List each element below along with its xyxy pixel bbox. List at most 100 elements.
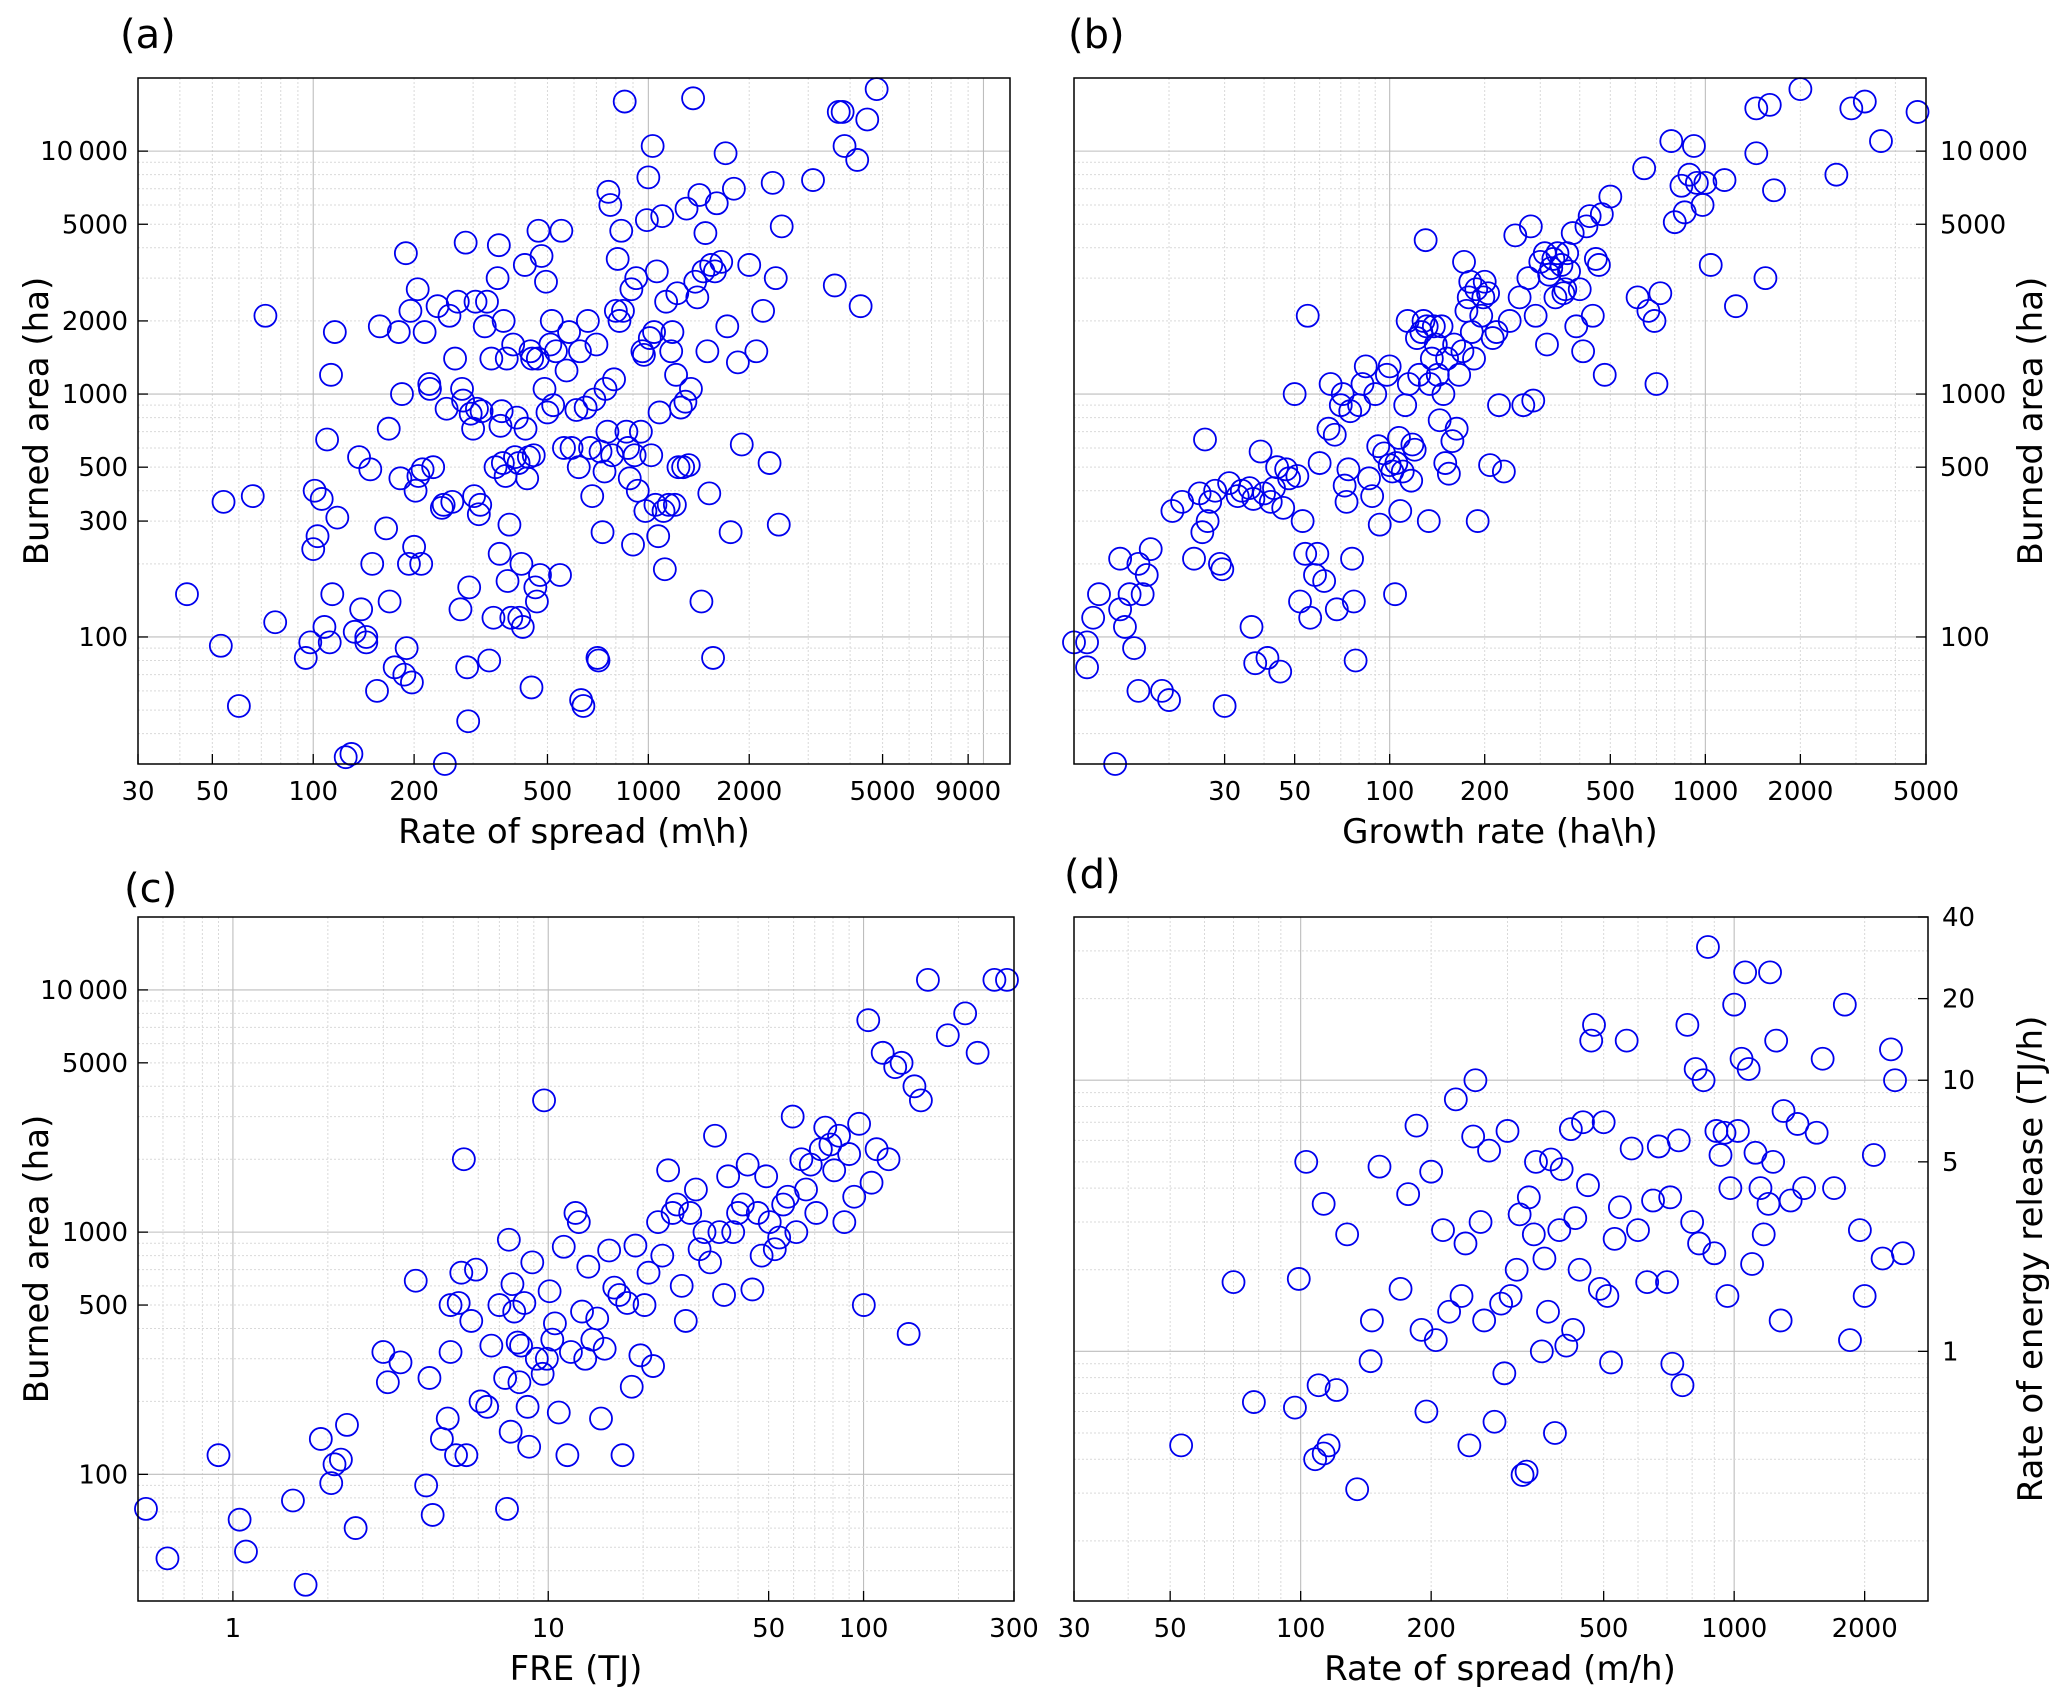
panel-b-point bbox=[1677, 162, 1702, 187]
panel-c-point bbox=[837, 1142, 862, 1166]
panel-d-point bbox=[1582, 1012, 1606, 1037]
panel-a-point bbox=[659, 339, 684, 364]
panel-a-point bbox=[695, 339, 720, 364]
panel-d-point bbox=[1696, 935, 1720, 959]
panel-d-point bbox=[1704, 1119, 1729, 1143]
panel-c-point bbox=[417, 1366, 442, 1390]
panel-c-point bbox=[780, 1104, 805, 1129]
panel-b-point bbox=[1625, 285, 1650, 310]
panel-b-point bbox=[1170, 489, 1194, 514]
panel-a-point bbox=[240, 484, 265, 509]
panel-c-point bbox=[468, 1389, 493, 1414]
panel-b-point bbox=[1662, 210, 1687, 235]
panel-d-point bbox=[1532, 1246, 1557, 1271]
panel-d-point bbox=[1847, 1218, 1872, 1243]
panel-d-point bbox=[1437, 1299, 1462, 1324]
panel-b-xtick-label: 100 bbox=[1365, 777, 1415, 807]
panel-b-point bbox=[1134, 563, 1159, 587]
panel-d-point bbox=[1712, 1120, 1737, 1145]
panel-d-point bbox=[1660, 1351, 1685, 1376]
panel-a-point bbox=[848, 294, 873, 319]
panel-d-point bbox=[1883, 1068, 1907, 1093]
panel-c-point bbox=[842, 1184, 867, 1209]
panel-c-point bbox=[540, 1327, 565, 1352]
panel-b-point bbox=[1682, 134, 1706, 158]
panel-c-point bbox=[749, 1243, 774, 1268]
panel-a-point bbox=[697, 481, 722, 506]
panel-b-point bbox=[1416, 509, 1441, 533]
panel-a-xtick-label: 5000 bbox=[849, 777, 915, 807]
panel-c-ytick-label: 5000 bbox=[62, 1049, 128, 1079]
panel-d-ylabel: Rate of energy release (TJ/h) bbox=[2011, 1016, 2051, 1503]
panel-a-point bbox=[715, 314, 740, 339]
panel-a-point bbox=[450, 377, 474, 401]
panel-d-letter: (d) bbox=[1064, 852, 1121, 898]
panel-c-point bbox=[721, 1220, 746, 1245]
panel-b-point bbox=[1305, 541, 1330, 566]
panel-a-point bbox=[458, 401, 483, 426]
panel-b-ytick-label: 1000 bbox=[1940, 380, 2006, 410]
panel-c-point bbox=[813, 1115, 838, 1140]
panel-a-point bbox=[564, 398, 589, 422]
panel-a-point bbox=[532, 377, 557, 401]
panel-c-point bbox=[420, 1503, 445, 1527]
panel-b-point bbox=[1203, 478, 1228, 503]
panel-a: (a) 30 50 100 200 500 1000 2000 5000 9000 100 300 5… bbox=[17, 12, 1011, 852]
panel-d-point bbox=[1733, 960, 1758, 985]
panel-b-point bbox=[1198, 489, 1223, 514]
panel-b-point bbox=[1312, 569, 1337, 593]
panel-c-point bbox=[995, 967, 1019, 992]
panel-b-point bbox=[1341, 589, 1366, 614]
panel-c-point bbox=[847, 1111, 872, 1136]
panel-c-point bbox=[449, 1260, 474, 1285]
panel-a-point bbox=[552, 436, 576, 460]
panel-d: (d) 30 50 100 200 500 1000 2000 1 5 10 20 40 Rate o… bbox=[1057, 852, 2051, 1689]
panel-c-point bbox=[678, 1201, 703, 1225]
panel-a-point bbox=[729, 432, 754, 457]
panel-c-point bbox=[592, 1336, 617, 1361]
panel-c-point bbox=[524, 1346, 549, 1371]
panel-a-point bbox=[673, 389, 698, 414]
panel-c-point bbox=[745, 1201, 770, 1225]
panel-d-xlabel: Rate of spread (m/h) bbox=[1324, 1649, 1676, 1689]
panel-a-point bbox=[488, 413, 513, 438]
panel-b-point bbox=[1340, 546, 1364, 571]
panel-a-point bbox=[512, 253, 537, 277]
panel-a-point bbox=[398, 298, 423, 323]
panel-a-point bbox=[226, 694, 251, 718]
panel-d-point bbox=[1492, 1361, 1517, 1386]
panel-b-point bbox=[1484, 320, 1509, 344]
panel-a-point bbox=[689, 589, 714, 614]
panel-a-point bbox=[625, 478, 650, 503]
panel-b-point bbox=[1564, 314, 1589, 339]
panel-b-point bbox=[1684, 170, 1709, 195]
panel-b-point bbox=[1122, 636, 1146, 660]
panel-d-point bbox=[1419, 1159, 1444, 1184]
panel-d-point bbox=[1547, 1218, 1572, 1243]
panel-a-point bbox=[596, 179, 621, 204]
panel-a-point bbox=[339, 742, 364, 766]
panel-c-point bbox=[856, 1008, 881, 1033]
panel-b-xtick-label: 30 bbox=[1208, 777, 1241, 807]
panel-a-point bbox=[578, 436, 602, 460]
panel-d-point bbox=[1736, 1057, 1761, 1081]
panel-d-point bbox=[1554, 1333, 1579, 1358]
panel-a-point bbox=[443, 346, 467, 371]
panel-c-point bbox=[597, 1238, 622, 1263]
panel-c-point bbox=[479, 1333, 504, 1358]
panel-b-point bbox=[1535, 332, 1559, 357]
panel-b-point bbox=[1387, 425, 1411, 450]
panel-c-xtick-label: 50 bbox=[752, 1614, 785, 1644]
panel-b-point bbox=[1390, 459, 1415, 484]
panel-c-point bbox=[512, 1291, 537, 1315]
panel-a-point bbox=[325, 505, 350, 530]
panel-c-point bbox=[650, 1243, 675, 1268]
panel-b-point bbox=[1518, 214, 1543, 239]
panel-d-point bbox=[1587, 1276, 1612, 1301]
panel-d-grid bbox=[1073, 916, 1928, 1601]
panel-a-ytick-label: 10 000 bbox=[40, 137, 128, 167]
panel-b-point bbox=[1476, 281, 1500, 306]
panel-a-point bbox=[584, 332, 609, 357]
panel-b-point bbox=[1586, 253, 1611, 277]
panel-a-point bbox=[525, 589, 549, 614]
